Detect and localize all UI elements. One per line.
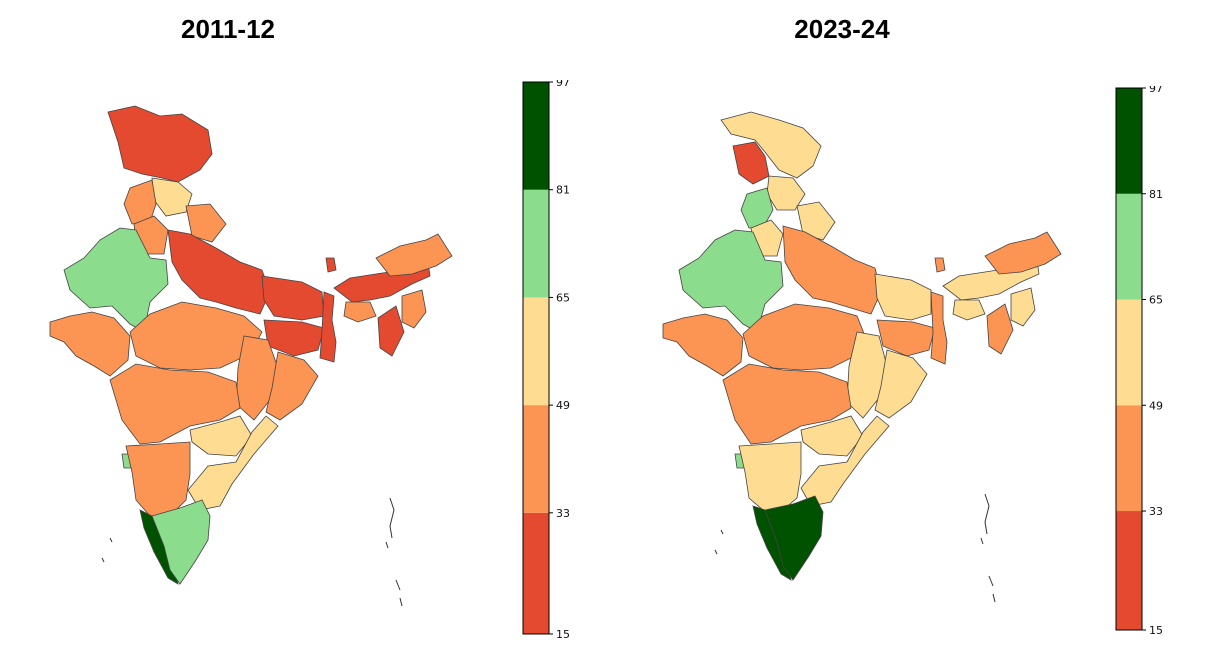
colorbar-band-1: [523, 405, 549, 513]
colorbar-tick-label: 65: [556, 291, 570, 304]
colorbar-tick-label: 97: [556, 80, 570, 89]
state-maharashtra: [109, 363, 241, 445]
state-tripura-mizoram: [377, 305, 405, 357]
state-west-bengal: [930, 291, 948, 365]
state-manipur-nagaland: [401, 289, 427, 329]
state-tripura-mizoram: [986, 303, 1014, 355]
colorbar-tick-label: 33: [1149, 505, 1163, 518]
state-arunachal: [375, 233, 453, 277]
state-ladakh: [720, 111, 822, 179]
state-meghalaya: [343, 301, 377, 323]
colorbar-tick-label: 49: [556, 399, 570, 412]
state-meghalaya: [952, 299, 986, 321]
state-shapes: [662, 111, 1062, 581]
colorbar-right: 15 33 49 65 81 97: [1115, 86, 1163, 637]
state-jharkhand: [263, 319, 325, 357]
state-telangana: [189, 415, 253, 457]
colorbar-band-2: [1116, 299, 1142, 406]
state-sikkim: [325, 257, 337, 273]
state-odisha: [265, 351, 319, 421]
state-chhattisgarh: [235, 335, 279, 421]
islands: [101, 497, 403, 607]
state-shapes: [49, 105, 453, 585]
panel-title-2023-24: 2023-24: [794, 14, 890, 44]
state-arunachal: [984, 231, 1062, 275]
state-tamil-nadu: [151, 499, 211, 585]
state-himachal: [766, 175, 806, 211]
colorbar-tick-label: 81: [1149, 188, 1163, 201]
state-chhattisgarh: [846, 331, 888, 419]
state-gujarat: [49, 311, 131, 377]
state-jammu-kashmir: [107, 105, 213, 183]
colorbar-band-0: [1116, 511, 1142, 630]
colorbar-frame: [522, 81, 550, 635]
colorbar-frame: [1115, 87, 1143, 631]
colorbar-band-1: [1116, 405, 1142, 512]
state-uttarakhand: [796, 201, 836, 241]
state-andhra-pradesh: [800, 415, 890, 507]
state-himachal: [151, 177, 193, 217]
colorbar-band-3: [1116, 193, 1142, 300]
colorbar-tick-label: 81: [556, 184, 570, 197]
state-bihar: [261, 275, 325, 321]
state-uttar-pradesh: [167, 229, 271, 315]
colorbar-band-3: [523, 189, 549, 298]
state-uttar-pradesh: [782, 225, 882, 315]
colorbar-tick-label: 33: [556, 507, 570, 520]
state-andhra-pradesh: [187, 415, 279, 511]
state-rajasthan: [63, 227, 169, 333]
colorbar-bands: [1116, 88, 1142, 630]
colorbar-tick-label: 15: [556, 628, 570, 640]
state-uttarakhand: [185, 203, 227, 243]
colorbar-band-0: [523, 512, 549, 634]
colorbar-bands: [523, 82, 549, 634]
islands: [714, 493, 996, 603]
india-map-2011-12: [49, 105, 453, 607]
colorbar-tick-label: 65: [1149, 294, 1163, 307]
state-karnataka: [125, 441, 191, 517]
colorbar-band-2: [523, 297, 549, 406]
state-manipur-nagaland: [1010, 287, 1036, 327]
state-sikkim: [934, 257, 946, 273]
state-odisha: [874, 349, 928, 419]
colorbar-tick-label: 97: [1149, 86, 1163, 95]
colorbar-left: 15 33 49 65 81 97: [522, 80, 570, 640]
colorbar-band-4: [523, 82, 549, 190]
state-west-bengal: [319, 291, 337, 363]
colorbar-band-4: [1116, 88, 1142, 194]
state-karnataka: [738, 441, 802, 511]
state-jharkhand: [876, 319, 936, 357]
colorbar-tick-label: 15: [1149, 624, 1163, 637]
colorbar-ticks: 15 33 49 65 81 97: [1142, 86, 1163, 637]
india-map-2023-24: [662, 111, 1062, 603]
state-tamil-nadu: [764, 495, 824, 581]
state-rajasthan: [678, 229, 784, 333]
panel-title-2011-12: 2011-12: [181, 14, 275, 44]
colorbar-ticks: 15 33 49 65 81 97: [549, 80, 570, 640]
state-bihar: [874, 273, 932, 321]
colorbar-tick-label: 49: [1149, 399, 1163, 412]
state-telangana: [800, 415, 864, 457]
state-gujarat: [662, 313, 744, 377]
state-maharashtra: [722, 363, 852, 445]
